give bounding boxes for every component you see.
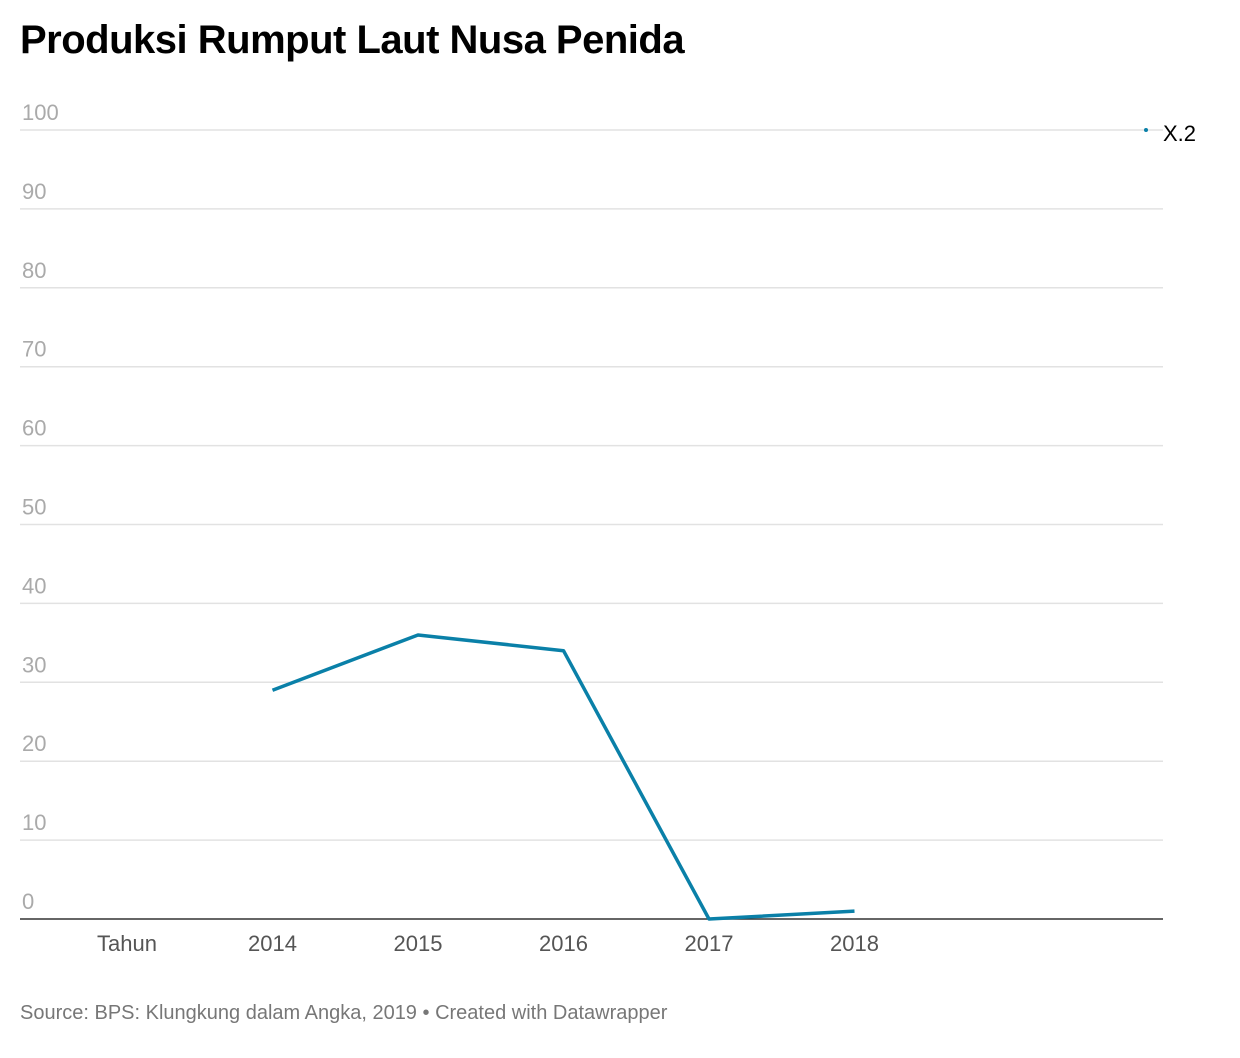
- y-tick-label: 0: [22, 889, 34, 914]
- y-tick-label: 30: [22, 652, 46, 677]
- y-tick-label: 70: [22, 337, 46, 362]
- series-line-0: [271, 633, 855, 921]
- legend-item: X.2: [1144, 121, 1196, 146]
- line-chart: 0 10 20 30 40 50 60 70 80 90 100 Tahun 2014 2015 2016…: [20, 100, 1196, 956]
- y-tick-label: 10: [22, 810, 46, 835]
- gridlines: [20, 129, 1163, 841]
- x-tick-label: 2018: [830, 931, 879, 956]
- y-tick-label: 80: [22, 258, 46, 283]
- series-lines: [271, 633, 855, 921]
- x-axis-ticks: Tahun 2014 2015 2016 2017 2018: [97, 931, 879, 956]
- chart-title: Produksi Rumput Laut Nusa Penida: [20, 18, 685, 62]
- legend: X.2: [1144, 121, 1196, 146]
- y-axis-ticks: 0 10 20 30 40 50 60 70 80 90 100: [22, 100, 59, 914]
- footer-separator: •: [422, 1002, 430, 1024]
- y-tick-label: 50: [22, 495, 46, 520]
- y-tick-label: 100: [22, 100, 59, 125]
- x-tick-label: Tahun: [97, 931, 157, 956]
- chart-footer: Source: BPS: Klungkung dalam Angka, 2019…: [20, 1002, 667, 1025]
- legend-label: X.2: [1163, 121, 1196, 146]
- y-tick-label: 60: [22, 416, 46, 441]
- credit-note: Created with Datawrapper: [435, 1002, 668, 1024]
- y-tick-label: 20: [22, 731, 46, 756]
- x-tick-label: 2014: [248, 931, 297, 956]
- x-tick-label: 2017: [685, 931, 734, 956]
- y-tick-label: 40: [22, 573, 46, 598]
- legend-marker: [1144, 128, 1148, 132]
- y-tick-label: 90: [22, 179, 46, 204]
- x-tick-label: 2016: [539, 931, 588, 956]
- x-tick-label: 2015: [394, 931, 443, 956]
- source-note: Source: BPS: Klungkung dalam Angka, 2019: [20, 1002, 417, 1024]
